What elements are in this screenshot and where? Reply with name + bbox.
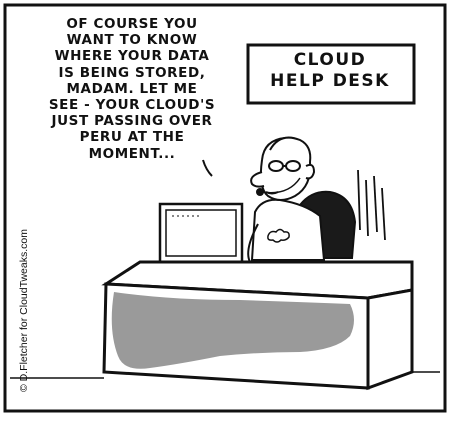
desk-stain: [111, 292, 354, 369]
sign-line-1: CLOUD: [293, 50, 367, 70]
help-desk-sign: [246, 43, 416, 105]
copyright-credit: © D.Fletcher for CloudTweaks.com: [18, 229, 30, 392]
sign-text: CLOUD HELP DESK: [250, 50, 410, 92]
computer-monitor: [158, 202, 244, 284]
sign-line-2: HELP DESK: [270, 71, 390, 91]
help-desk: [101, 260, 414, 391]
motion-lines: [357, 169, 386, 241]
speech-tail: [202, 159, 213, 177]
speech-bubble-text: OF COURSE YOU WANT TO KNOW WHERE YOUR DA…: [48, 16, 216, 162]
help-desk-worker: [247, 136, 326, 263]
